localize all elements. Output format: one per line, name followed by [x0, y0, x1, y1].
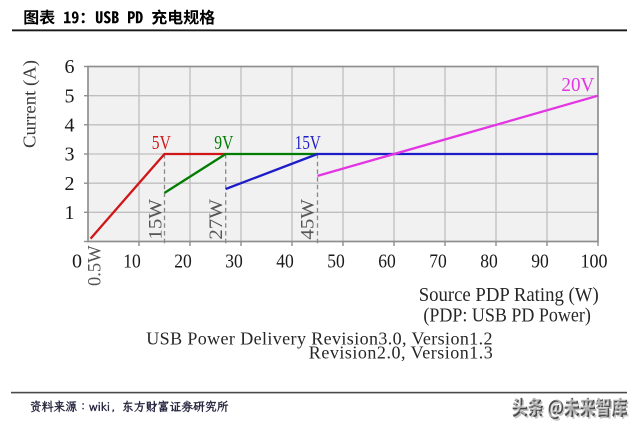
svg-text:60: 60 — [378, 250, 396, 272]
svg-text:20: 20 — [174, 250, 192, 272]
svg-text:27W: 27W — [206, 199, 227, 240]
svg-text:45W: 45W — [298, 199, 319, 240]
svg-text:100: 100 — [581, 250, 608, 272]
svg-text:15W: 15W — [145, 199, 166, 240]
svg-text:1: 1 — [65, 202, 75, 224]
svg-text:Current (A): Current (A) — [20, 60, 41, 148]
svg-text:70: 70 — [429, 250, 447, 272]
svg-text:90: 90 — [531, 250, 549, 272]
svg-text:30: 30 — [225, 250, 243, 272]
svg-text:Source PDP Rating (W): Source PDP Rating (W) — [419, 284, 599, 306]
svg-text:3: 3 — [65, 144, 75, 166]
svg-text:5V: 5V — [152, 133, 171, 154]
svg-text:2: 2 — [65, 173, 75, 195]
svg-text:80: 80 — [480, 250, 498, 272]
svg-text:20V: 20V — [561, 75, 594, 96]
svg-text:50: 50 — [327, 250, 345, 272]
svg-text:40: 40 — [276, 250, 294, 272]
svg-text:6: 6 — [65, 56, 75, 78]
svg-text:(PDP: USB PD Power): (PDP: USB PD Power) — [423, 304, 591, 326]
svg-text:Revision2.0, Version1.3: Revision2.0, Version1.3 — [309, 342, 493, 362]
svg-text:0.5W: 0.5W — [85, 245, 106, 286]
svg-text:9V: 9V — [214, 133, 233, 154]
svg-text:15V: 15V — [295, 133, 321, 154]
svg-text:0: 0 — [72, 250, 82, 272]
svg-text:4: 4 — [65, 114, 75, 136]
svg-text:USB Power Delivery Revision3.0: USB Power Delivery Revision3.0, Version1… — [146, 329, 492, 349]
svg-text:10: 10 — [123, 250, 141, 272]
svg-text:5: 5 — [65, 85, 75, 107]
